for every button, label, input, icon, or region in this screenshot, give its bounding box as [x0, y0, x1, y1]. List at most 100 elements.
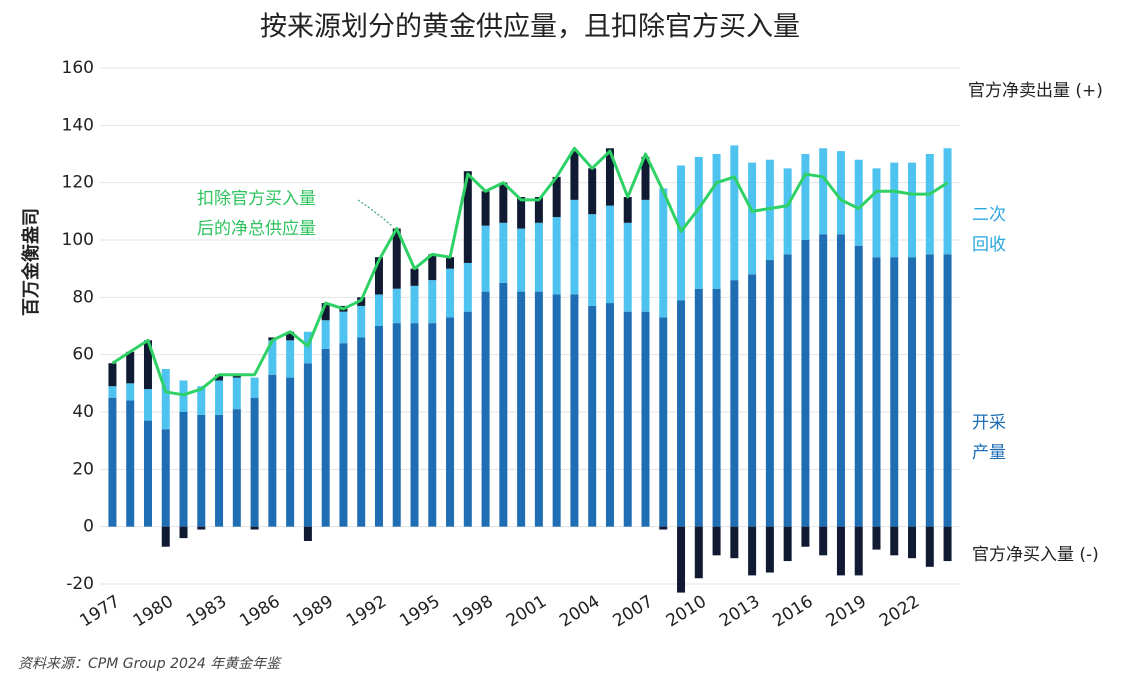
mine-bar	[392, 323, 401, 527]
mine-bar	[748, 274, 757, 527]
mine-bar	[446, 317, 455, 527]
x-tick-label: 1977	[76, 592, 123, 632]
line-annotation: 扣除官方买入量后的净总供应量	[197, 189, 316, 239]
legend-recycle: 二次回收	[972, 205, 1006, 255]
mine-bar	[605, 303, 614, 527]
mine-bar	[872, 257, 881, 527]
recycle-bar	[819, 148, 828, 235]
mine-bar	[303, 363, 312, 527]
mine-bar	[268, 374, 277, 527]
y-axis-label: 百万金衡盎司	[20, 208, 42, 316]
y-tick-label: 60	[72, 345, 94, 365]
official-bar	[588, 168, 597, 215]
recycle-bar	[463, 262, 472, 312]
mine-bar	[143, 420, 152, 527]
x-tick-label: 2010	[663, 592, 710, 632]
official-bar	[179, 526, 188, 539]
official-bar	[392, 228, 401, 289]
mine-bar	[357, 337, 366, 527]
chart-title: 按来源划分的黄金供应量，且扣除官方买入量	[260, 12, 800, 43]
supply-line	[111, 146, 949, 397]
x-tick-label: 1995	[396, 592, 443, 632]
recycle-bar	[925, 154, 934, 255]
mine-bar	[499, 283, 508, 527]
official-bar	[659, 526, 668, 530]
mine-bar	[321, 348, 330, 527]
legend-mine: 开采产量	[972, 413, 1006, 463]
recycle-bar	[943, 148, 952, 255]
mine-bar	[179, 412, 188, 527]
y-tick-label: 140	[62, 115, 94, 135]
recycle-bar	[197, 386, 206, 415]
y-tick-label: 80	[72, 287, 94, 307]
recycle-bar	[783, 168, 792, 255]
official-bar	[908, 526, 917, 559]
recycle-bar	[552, 217, 561, 295]
recycle-bar	[836, 151, 845, 235]
x-tick-label: 2016	[769, 592, 816, 632]
x-tick-label: 1998	[450, 592, 497, 632]
recycle-bar	[517, 228, 526, 292]
official-bar	[286, 331, 295, 341]
official-bar	[730, 526, 739, 559]
legend-official-sales: 官方净卖出量 (+)	[968, 81, 1103, 101]
x-tick-label: 2022	[876, 592, 923, 632]
mine-bar	[730, 280, 739, 527]
recycle-bar	[108, 386, 117, 398]
recycle-bar	[143, 389, 152, 421]
recycle-bar	[908, 162, 917, 258]
official-bar	[854, 526, 863, 576]
official-bar	[872, 526, 881, 550]
mine-bar	[623, 311, 632, 527]
mine-bar	[126, 400, 135, 527]
official-bar	[499, 182, 508, 223]
mine-bar	[570, 294, 579, 527]
mine-bar	[108, 397, 117, 527]
official-bar	[783, 526, 792, 562]
recycle-bar	[446, 268, 455, 318]
recycle-bar	[748, 162, 757, 275]
official-bar	[748, 526, 757, 576]
recycle-bar	[410, 285, 419, 324]
recycle-bar	[605, 205, 614, 304]
x-tick-label: 2019	[823, 592, 870, 632]
mine-bar	[215, 414, 224, 527]
y-tick-label: 160	[62, 58, 94, 78]
mine-bar	[854, 245, 863, 527]
official-bar	[161, 526, 170, 547]
official-bar	[570, 151, 579, 200]
mine-bar	[925, 254, 934, 527]
official-bar	[463, 171, 472, 263]
recycle-bar	[801, 154, 810, 240]
recycle-bar	[499, 222, 508, 283]
mine-bar	[481, 291, 490, 527]
mine-bar	[197, 414, 206, 527]
official-bar	[215, 374, 224, 381]
mine-bar	[410, 323, 419, 527]
x-tick-label: 1992	[343, 592, 390, 632]
y-tick-label: 0	[83, 517, 94, 537]
mine-bar	[890, 257, 899, 527]
recycle-bar	[126, 383, 135, 401]
recycle-bar	[623, 222, 632, 312]
official-bar	[677, 526, 686, 593]
mine-bar	[908, 257, 917, 527]
recycle-bar	[250, 377, 259, 398]
recycle-bar	[659, 188, 668, 318]
recycle-bar	[534, 222, 543, 292]
mine-bar	[712, 288, 721, 527]
mine-bar	[339, 343, 348, 527]
official-bar	[694, 526, 703, 579]
official-bar	[605, 148, 614, 206]
mine-bar	[517, 291, 526, 527]
official-bar	[374, 257, 383, 295]
recycle-bar	[570, 199, 579, 295]
official-bar	[108, 363, 117, 387]
y-tick-label: 120	[62, 173, 94, 193]
y-tick-label: -20	[66, 574, 94, 594]
recycle-bar	[339, 311, 348, 344]
official-bar	[623, 197, 632, 223]
official-bar	[765, 526, 774, 573]
recycle-bar	[588, 214, 597, 306]
